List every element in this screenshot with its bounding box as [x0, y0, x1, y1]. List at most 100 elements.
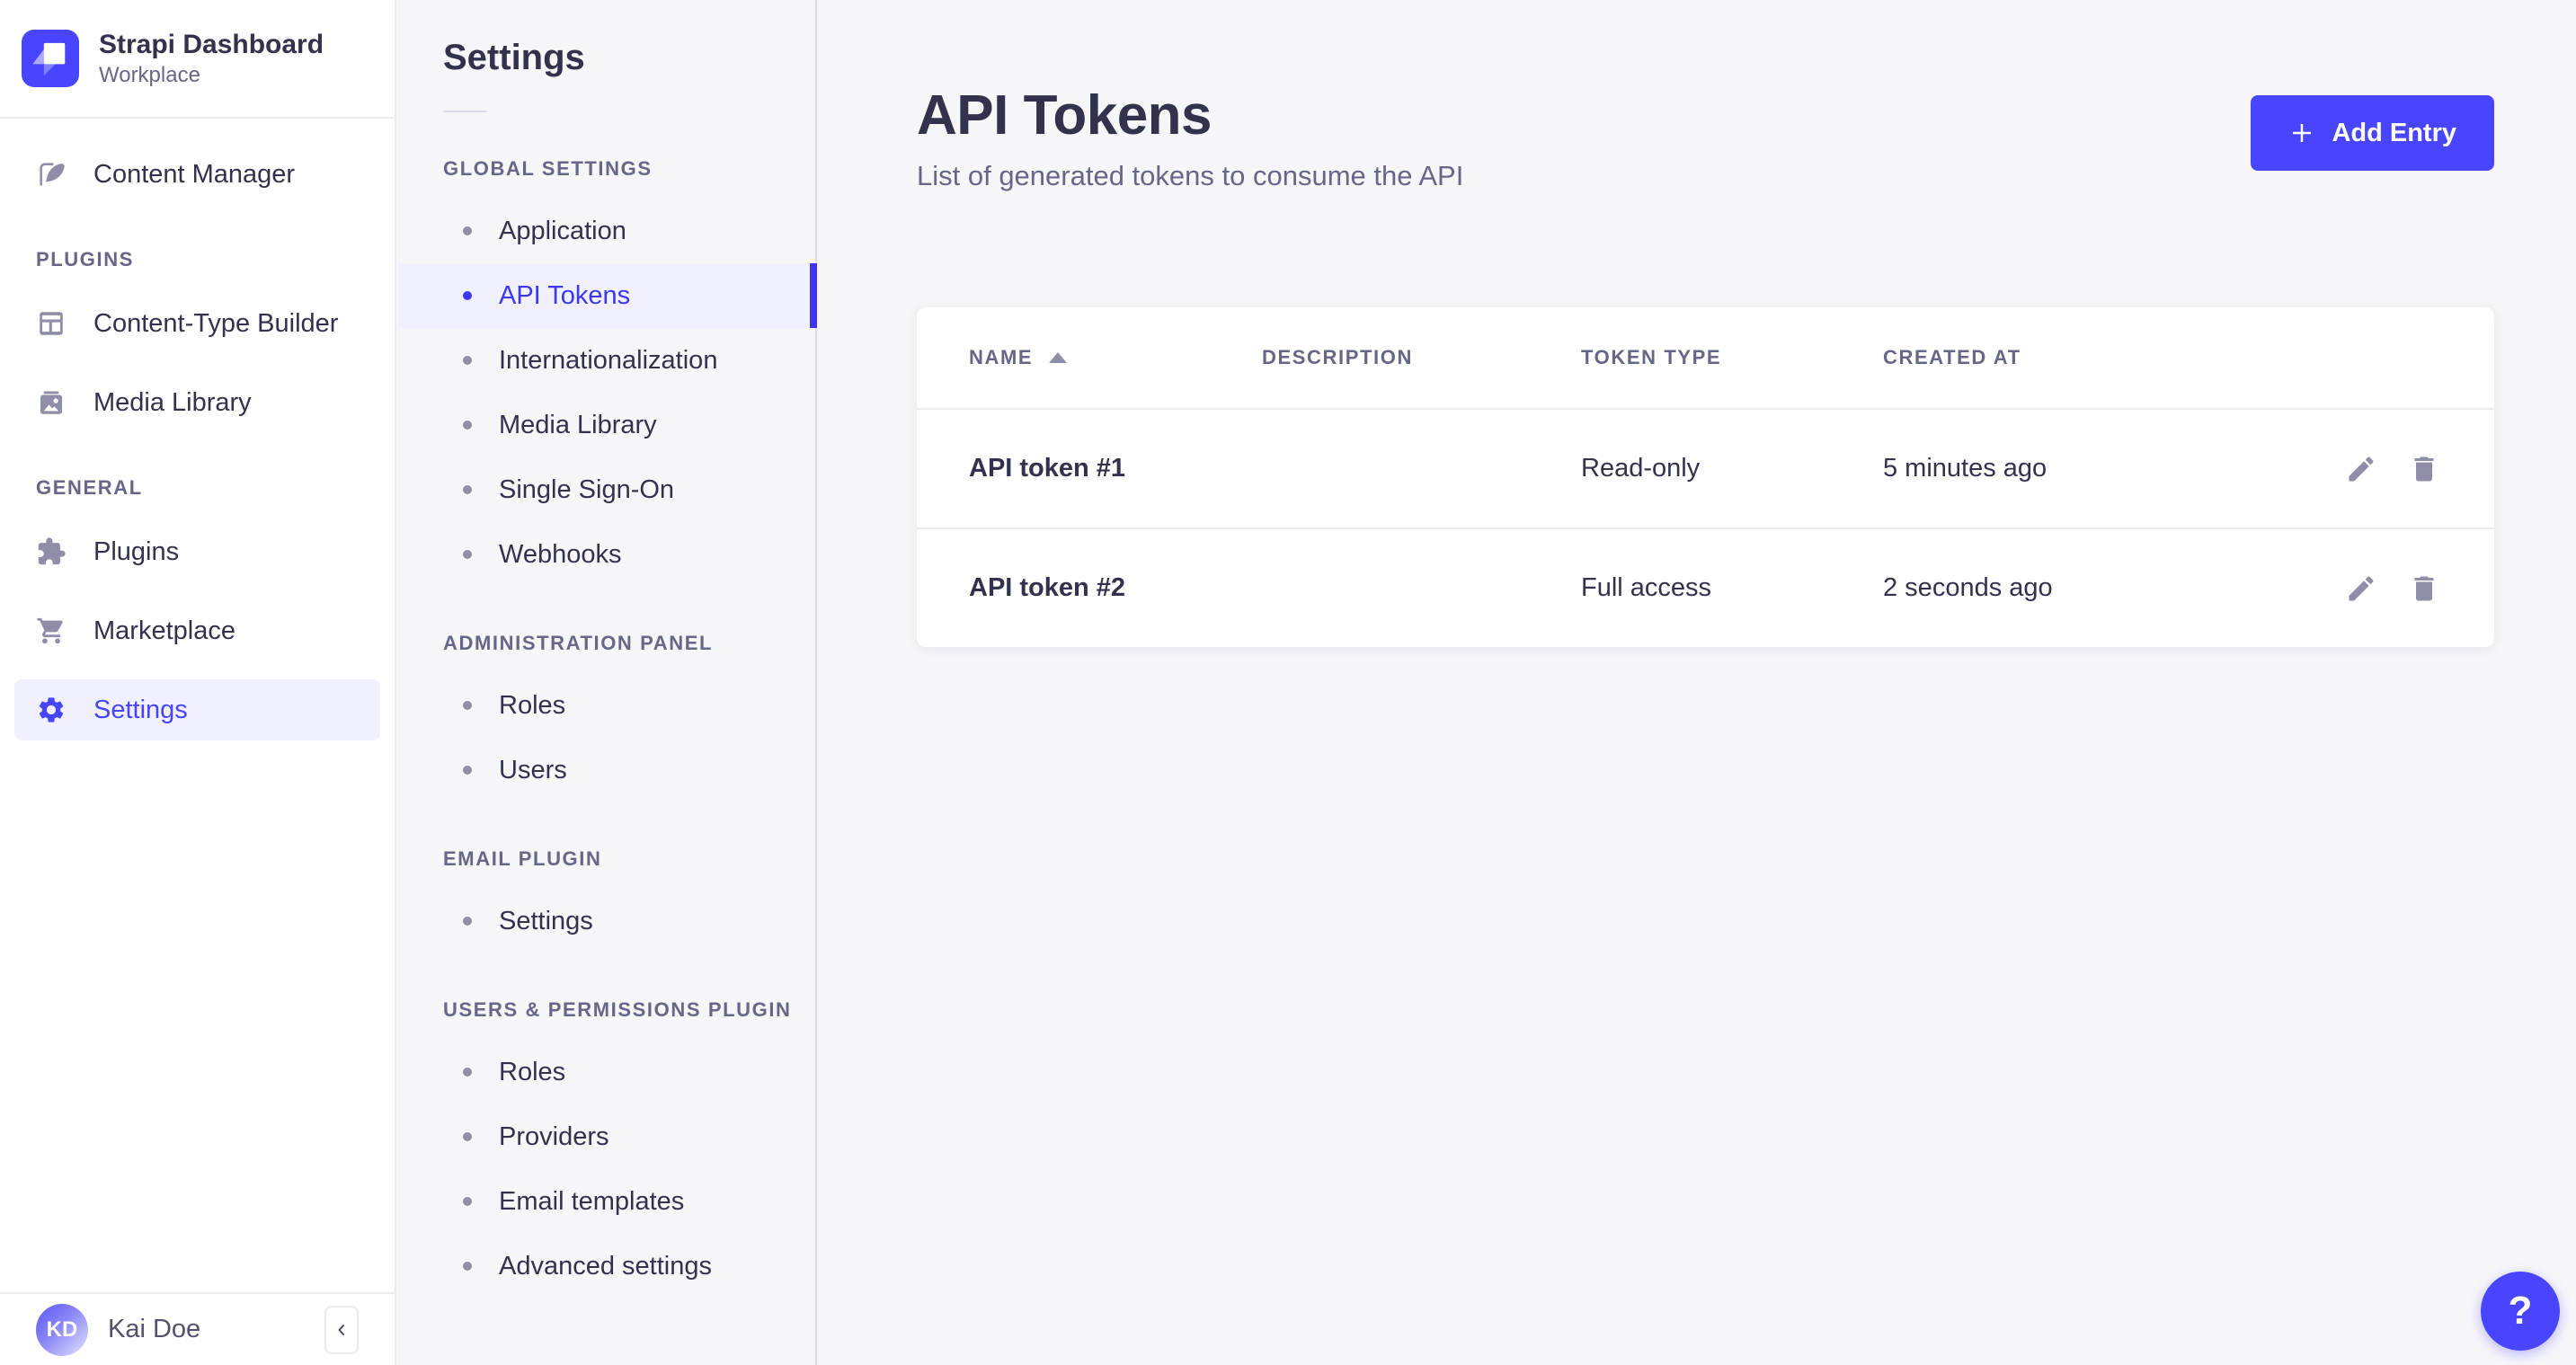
bullet-icon	[463, 485, 472, 494]
bullet-icon	[463, 226, 472, 235]
column-header-created-at[interactable]: CREATED AT	[1883, 346, 2021, 368]
subnav-item-label: Email templates	[499, 1186, 685, 1216]
subnav-item-label: Webhooks	[499, 539, 622, 569]
bullet-icon	[463, 291, 472, 300]
brand-title: Strapi Dashboard	[99, 29, 324, 59]
subnav-item-api-tokens[interactable]: API Tokens	[398, 263, 817, 328]
subnav-item-email-settings[interactable]: Settings	[398, 889, 815, 953]
subnav-item-email-templates[interactable]: Email templates	[398, 1169, 815, 1234]
subnav-item-label: Internationalization	[499, 345, 718, 375]
shopping-cart-icon	[36, 616, 67, 646]
user-avatar[interactable]: KD	[36, 1303, 88, 1356]
sidebar-item-plugins[interactable]: Plugins	[14, 521, 380, 582]
sidebar-nav: Content Manager PLUGINS Content-Type Bui…	[0, 119, 395, 1292]
bullet-icon	[463, 1132, 472, 1141]
sidebar-item-settings[interactable]: Settings	[14, 679, 380, 740]
sort-ascending-icon	[1049, 352, 1068, 363]
feather-pen-icon	[36, 159, 67, 190]
subnav-section-administration-panel: ADMINISTRATION PANEL	[443, 632, 714, 654]
subnav-item-label: Providers	[499, 1121, 609, 1151]
subnav-item-application[interactable]: Application	[398, 199, 815, 263]
bullet-icon	[463, 701, 472, 710]
token-name: API token #2	[969, 573, 1126, 602]
subnav-item-label: Roles	[499, 1057, 566, 1086]
brand-subtitle: Workplace	[99, 62, 200, 87]
token-created-at: 5 minutes ago	[1883, 454, 2047, 483]
sidebar-section-plugins: PLUGINS	[36, 248, 134, 270]
column-header-name[interactable]: NAME	[969, 346, 1262, 369]
sidebar-footer: KD Kai Doe	[0, 1292, 395, 1365]
edit-token-button[interactable]	[2345, 453, 2377, 485]
page-header: API Tokens List of generated tokens to c…	[917, 88, 2494, 192]
add-entry-button[interactable]: Add Entry	[2251, 95, 2494, 171]
page-title: API Tokens	[917, 84, 1212, 146]
sidebar-item-marketplace[interactable]: Marketplace	[14, 600, 380, 661]
pencil-icon	[2349, 456, 2374, 481]
pencil-icon	[2349, 575, 2374, 600]
sidebar-section-general: GENERAL	[36, 476, 143, 499]
subnav-item-label: Users	[499, 755, 567, 784]
subnav-item-admin-roles[interactable]: Roles	[398, 673, 815, 738]
subnav-divider	[443, 111, 486, 112]
subnav-item-providers[interactable]: Providers	[398, 1104, 815, 1169]
bullet-icon	[463, 917, 472, 926]
delete-token-button[interactable]	[2408, 453, 2440, 485]
table-header-row: NAME DESCRIPTION TOKEN TYPE CREATED AT	[917, 307, 2494, 408]
subnav-section-email-plugin: EMAIL PLUGIN	[443, 847, 602, 870]
subnav-title: Settings	[443, 38, 585, 77]
user-name: Kai Doe	[108, 1315, 201, 1343]
subnav-item-webhooks[interactable]: Webhooks	[398, 522, 815, 587]
bullet-icon	[463, 766, 472, 775]
subnav-item-media-library[interactable]: Media Library	[398, 393, 815, 457]
subnav-item-label: Single Sign-On	[499, 474, 675, 504]
sidebar-item-label: Media Library	[93, 387, 252, 417]
sidebar-item-media-library[interactable]: Media Library	[14, 372, 380, 433]
subnav-item-admin-users[interactable]: Users	[398, 738, 815, 802]
api-tokens-table: NAME DESCRIPTION TOKEN TYPE CREATED AT A…	[917, 307, 2494, 647]
layout-grid-icon	[36, 308, 67, 339]
token-type: Full access	[1581, 573, 1712, 602]
column-header-description[interactable]: DESCRIPTION	[1262, 346, 1413, 368]
subnav-section-global-settings: GLOBAL SETTINGS	[443, 157, 653, 180]
image-icon	[36, 387, 67, 418]
main-content: API Tokens List of generated tokens to c…	[817, 0, 2576, 1365]
sidebar-item-label: Content-Type Builder	[93, 308, 339, 338]
subnav-item-label: Advanced settings	[499, 1251, 712, 1281]
page-header-text: API Tokens List of generated tokens to c…	[917, 88, 1463, 192]
subnav-item-label: Application	[499, 216, 626, 245]
sidebar-item-label: Content Manager	[93, 159, 296, 189]
chevron-left-icon	[338, 1324, 345, 1335]
subnav-item-up-roles[interactable]: Roles	[398, 1040, 815, 1104]
main-sidebar: Strapi Dashboard Workplace Content Manag…	[0, 0, 396, 1365]
brand-text: Strapi Dashboard Workplace	[99, 29, 324, 89]
token-created-at: 2 seconds ago	[1883, 573, 2053, 602]
strapi-logo-icon	[22, 30, 79, 87]
table-row-api-token-2: API token #2 Full access 2 seconds ago	[917, 527, 2494, 647]
subnav-item-advanced-settings[interactable]: Advanced settings	[398, 1234, 815, 1299]
add-entry-label: Add Entry	[2332, 118, 2456, 147]
delete-token-button[interactable]	[2408, 572, 2440, 605]
bullet-icon	[463, 1262, 472, 1271]
bullet-icon	[463, 1068, 472, 1077]
token-type: Read-only	[1581, 454, 1701, 483]
workspace-switcher[interactable]: Strapi Dashboard Workplace	[0, 0, 395, 119]
collapse-sidebar-button[interactable]	[324, 1305, 359, 1354]
edit-token-button[interactable]	[2345, 572, 2377, 605]
subnav-item-label: Settings	[499, 906, 593, 935]
subnav-item-label: Media Library	[499, 410, 657, 439]
sidebar-item-content-type-builder[interactable]: Content-Type Builder	[14, 293, 380, 354]
sidebar-item-content-manager[interactable]: Content Manager	[14, 144, 380, 205]
plus-icon	[2293, 124, 2312, 142]
column-header-token-type[interactable]: TOKEN TYPE	[1581, 346, 1722, 368]
bullet-icon	[463, 550, 472, 559]
puzzle-icon	[36, 536, 67, 567]
subnav-item-internationalization[interactable]: Internationalization	[398, 328, 815, 393]
help-button[interactable]: ?	[2481, 1272, 2560, 1351]
sidebar-item-label: Settings	[93, 695, 188, 724]
settings-subnav: Settings GLOBAL SETTINGS Application API…	[398, 0, 817, 1365]
sidebar-item-label: Marketplace	[93, 616, 235, 645]
trash-icon	[2414, 456, 2434, 481]
sidebar-item-label: Plugins	[93, 536, 180, 566]
token-name: API token #1	[969, 454, 1126, 483]
subnav-item-single-sign-on[interactable]: Single Sign-On	[398, 457, 815, 522]
